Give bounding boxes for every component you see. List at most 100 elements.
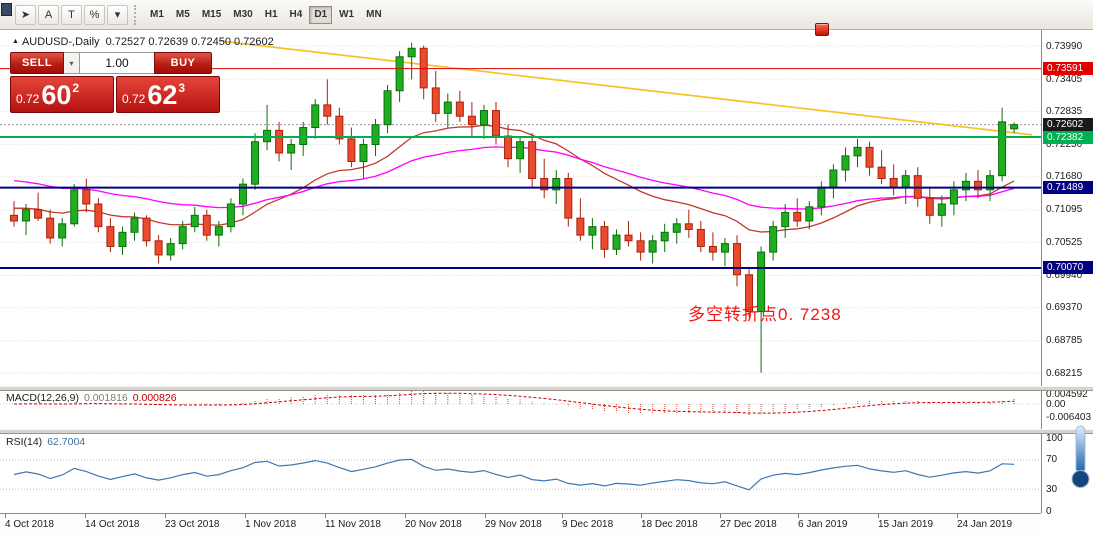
- tools-dropdown-icon[interactable]: ▾: [107, 4, 128, 25]
- volume-dropdown-icon[interactable]: ▾: [64, 52, 80, 74]
- toolbar-grip[interactable]: [134, 4, 139, 25]
- cursor-icon[interactable]: ➤: [15, 4, 36, 25]
- panel-splitter[interactable]: [0, 386, 1093, 391]
- timeframe-button-d1[interactable]: D1: [309, 5, 333, 24]
- candle-body: [419, 47, 428, 89]
- candle-body: [961, 180, 970, 191]
- rsi-title: RSI(14): [6, 436, 43, 448]
- fibonacci-icon[interactable]: %: [84, 4, 105, 25]
- candle-body: [347, 138, 356, 163]
- chart-ohlc-values: 0.72527 0.72639 0.72450 0.72602: [105, 36, 274, 48]
- candle-body: [648, 240, 657, 253]
- price-axis-label: 0.69370: [1046, 302, 1083, 314]
- date-tick: [641, 514, 642, 518]
- candle-body: [757, 251, 766, 313]
- candle-body: [745, 274, 754, 313]
- candle-body: [202, 214, 211, 236]
- price-axis-label: 0.70525: [1046, 236, 1083, 248]
- text-label-icon[interactable]: A: [38, 4, 59, 25]
- timeframe-button-w1[interactable]: W1: [334, 6, 359, 24]
- candle-body: [793, 211, 802, 222]
- candle-body: [974, 180, 982, 191]
- descending-trendline[interactable]: [218, 40, 1033, 136]
- candle-body: [226, 203, 235, 228]
- price-axis-label: 0.73990: [1046, 40, 1083, 52]
- sell-price-pips: 60: [41, 80, 72, 110]
- candle-body: [166, 243, 175, 256]
- candle-body: [998, 121, 1007, 177]
- sell-price-display[interactable]: 0.72 60 2: [10, 76, 114, 113]
- date-tick: [165, 514, 166, 518]
- macd-label: MACD(12,26,9) 0.001816 0.000826: [6, 392, 177, 404]
- rsi-axis-label: 30: [1046, 483, 1058, 495]
- rsi-axis-label: 70: [1046, 454, 1058, 466]
- macd-panel[interactable]: [0, 391, 1041, 429]
- date-tick: [562, 514, 563, 518]
- candle-body: [540, 177, 549, 191]
- candle-body: [925, 197, 934, 216]
- chart-annotation-text[interactable]: 多空转折点0. 7238: [688, 305, 842, 324]
- candle-body: [805, 206, 814, 222]
- timeframe-button-m15[interactable]: M15: [197, 6, 226, 24]
- price-axis-label: 0.71095: [1046, 204, 1083, 216]
- timeframe-button-h1[interactable]: H1: [260, 6, 283, 24]
- timeframe-button-h4[interactable]: H4: [285, 6, 308, 24]
- macd-axis-label: 0.00: [1046, 398, 1066, 410]
- buy-price-pips: 62: [147, 80, 178, 110]
- price-axis-label: 0.69940: [1046, 269, 1083, 281]
- volume-input[interactable]: [80, 52, 154, 74]
- candle-body: [455, 101, 464, 117]
- sell-button[interactable]: SELL: [10, 52, 64, 74]
- date-label: 4 Oct 2018: [5, 519, 54, 530]
- candle-body: [395, 56, 404, 92]
- candle-body: [612, 234, 621, 250]
- macd-axis-label: 0.004592: [1046, 388, 1088, 400]
- date-tick: [245, 514, 246, 518]
- candle-body: [769, 226, 778, 253]
- timeframe-button-m30[interactable]: M30: [228, 6, 257, 24]
- candle-body: [323, 104, 332, 117]
- one-click-trading-panel: SELL ▾ BUY 0.72 60 2 0.72 62 3: [10, 52, 222, 113]
- sell-price-point: 2: [72, 81, 80, 95]
- candle-body: [733, 243, 741, 276]
- thermometer-icon: [1071, 425, 1090, 488]
- candle-body: [118, 231, 127, 247]
- price-line-label: 0.73591: [1043, 62, 1093, 76]
- candle-body: [46, 217, 55, 239]
- rsi-panel[interactable]: [0, 434, 1041, 513]
- current-price-label: 0.72602: [1043, 118, 1093, 132]
- toolbar: ➤ A T% ▾ M1 M5 M15 M30 H1 H4 D1 W1 MN: [0, 0, 1093, 30]
- candle-body: [528, 141, 537, 179]
- candle-body: [214, 226, 223, 236]
- rsi-value: 62.7004: [47, 436, 86, 448]
- timeframe-button-m5[interactable]: M5: [171, 6, 195, 24]
- candle-body: [829, 169, 838, 188]
- panel-splitter[interactable]: [0, 429, 1093, 434]
- timeframe-button-m1[interactable]: M1: [145, 6, 169, 24]
- date-label: 23 Oct 2018: [165, 519, 220, 530]
- candle-body: [178, 226, 187, 245]
- time-axis[interactable]: 4 Oct 2018 14 Oct 2018 23 Oct 2018 1 Nov 20…: [0, 513, 1041, 535]
- price-axis-label: 0.73405: [1046, 73, 1083, 85]
- buy-price-display[interactable]: 0.72 62 3: [116, 76, 220, 113]
- price-line-label: 0.70070: [1043, 261, 1093, 275]
- candle-body: [564, 177, 573, 219]
- date-label: 1 Nov 2018: [245, 519, 297, 530]
- buy-price-point: 3: [178, 81, 186, 95]
- rsi-label: RSI(14) 62.7004: [6, 436, 85, 448]
- date-tick: [5, 514, 6, 518]
- ma-40-line: [13, 146, 1015, 210]
- candle-body: [70, 189, 79, 225]
- candle-body: [720, 243, 729, 253]
- candle-body: [479, 110, 488, 126]
- text-tool-icon[interactable]: T: [61, 4, 82, 25]
- candle-body: [82, 189, 91, 205]
- candle-body: [22, 209, 31, 222]
- buy-button[interactable]: BUY: [154, 52, 212, 74]
- date-tick: [85, 514, 86, 518]
- candle-body: [190, 214, 199, 228]
- candle-body: [696, 228, 705, 247]
- timeframe-button-mn[interactable]: MN: [361, 6, 387, 24]
- date-tick: [485, 514, 486, 518]
